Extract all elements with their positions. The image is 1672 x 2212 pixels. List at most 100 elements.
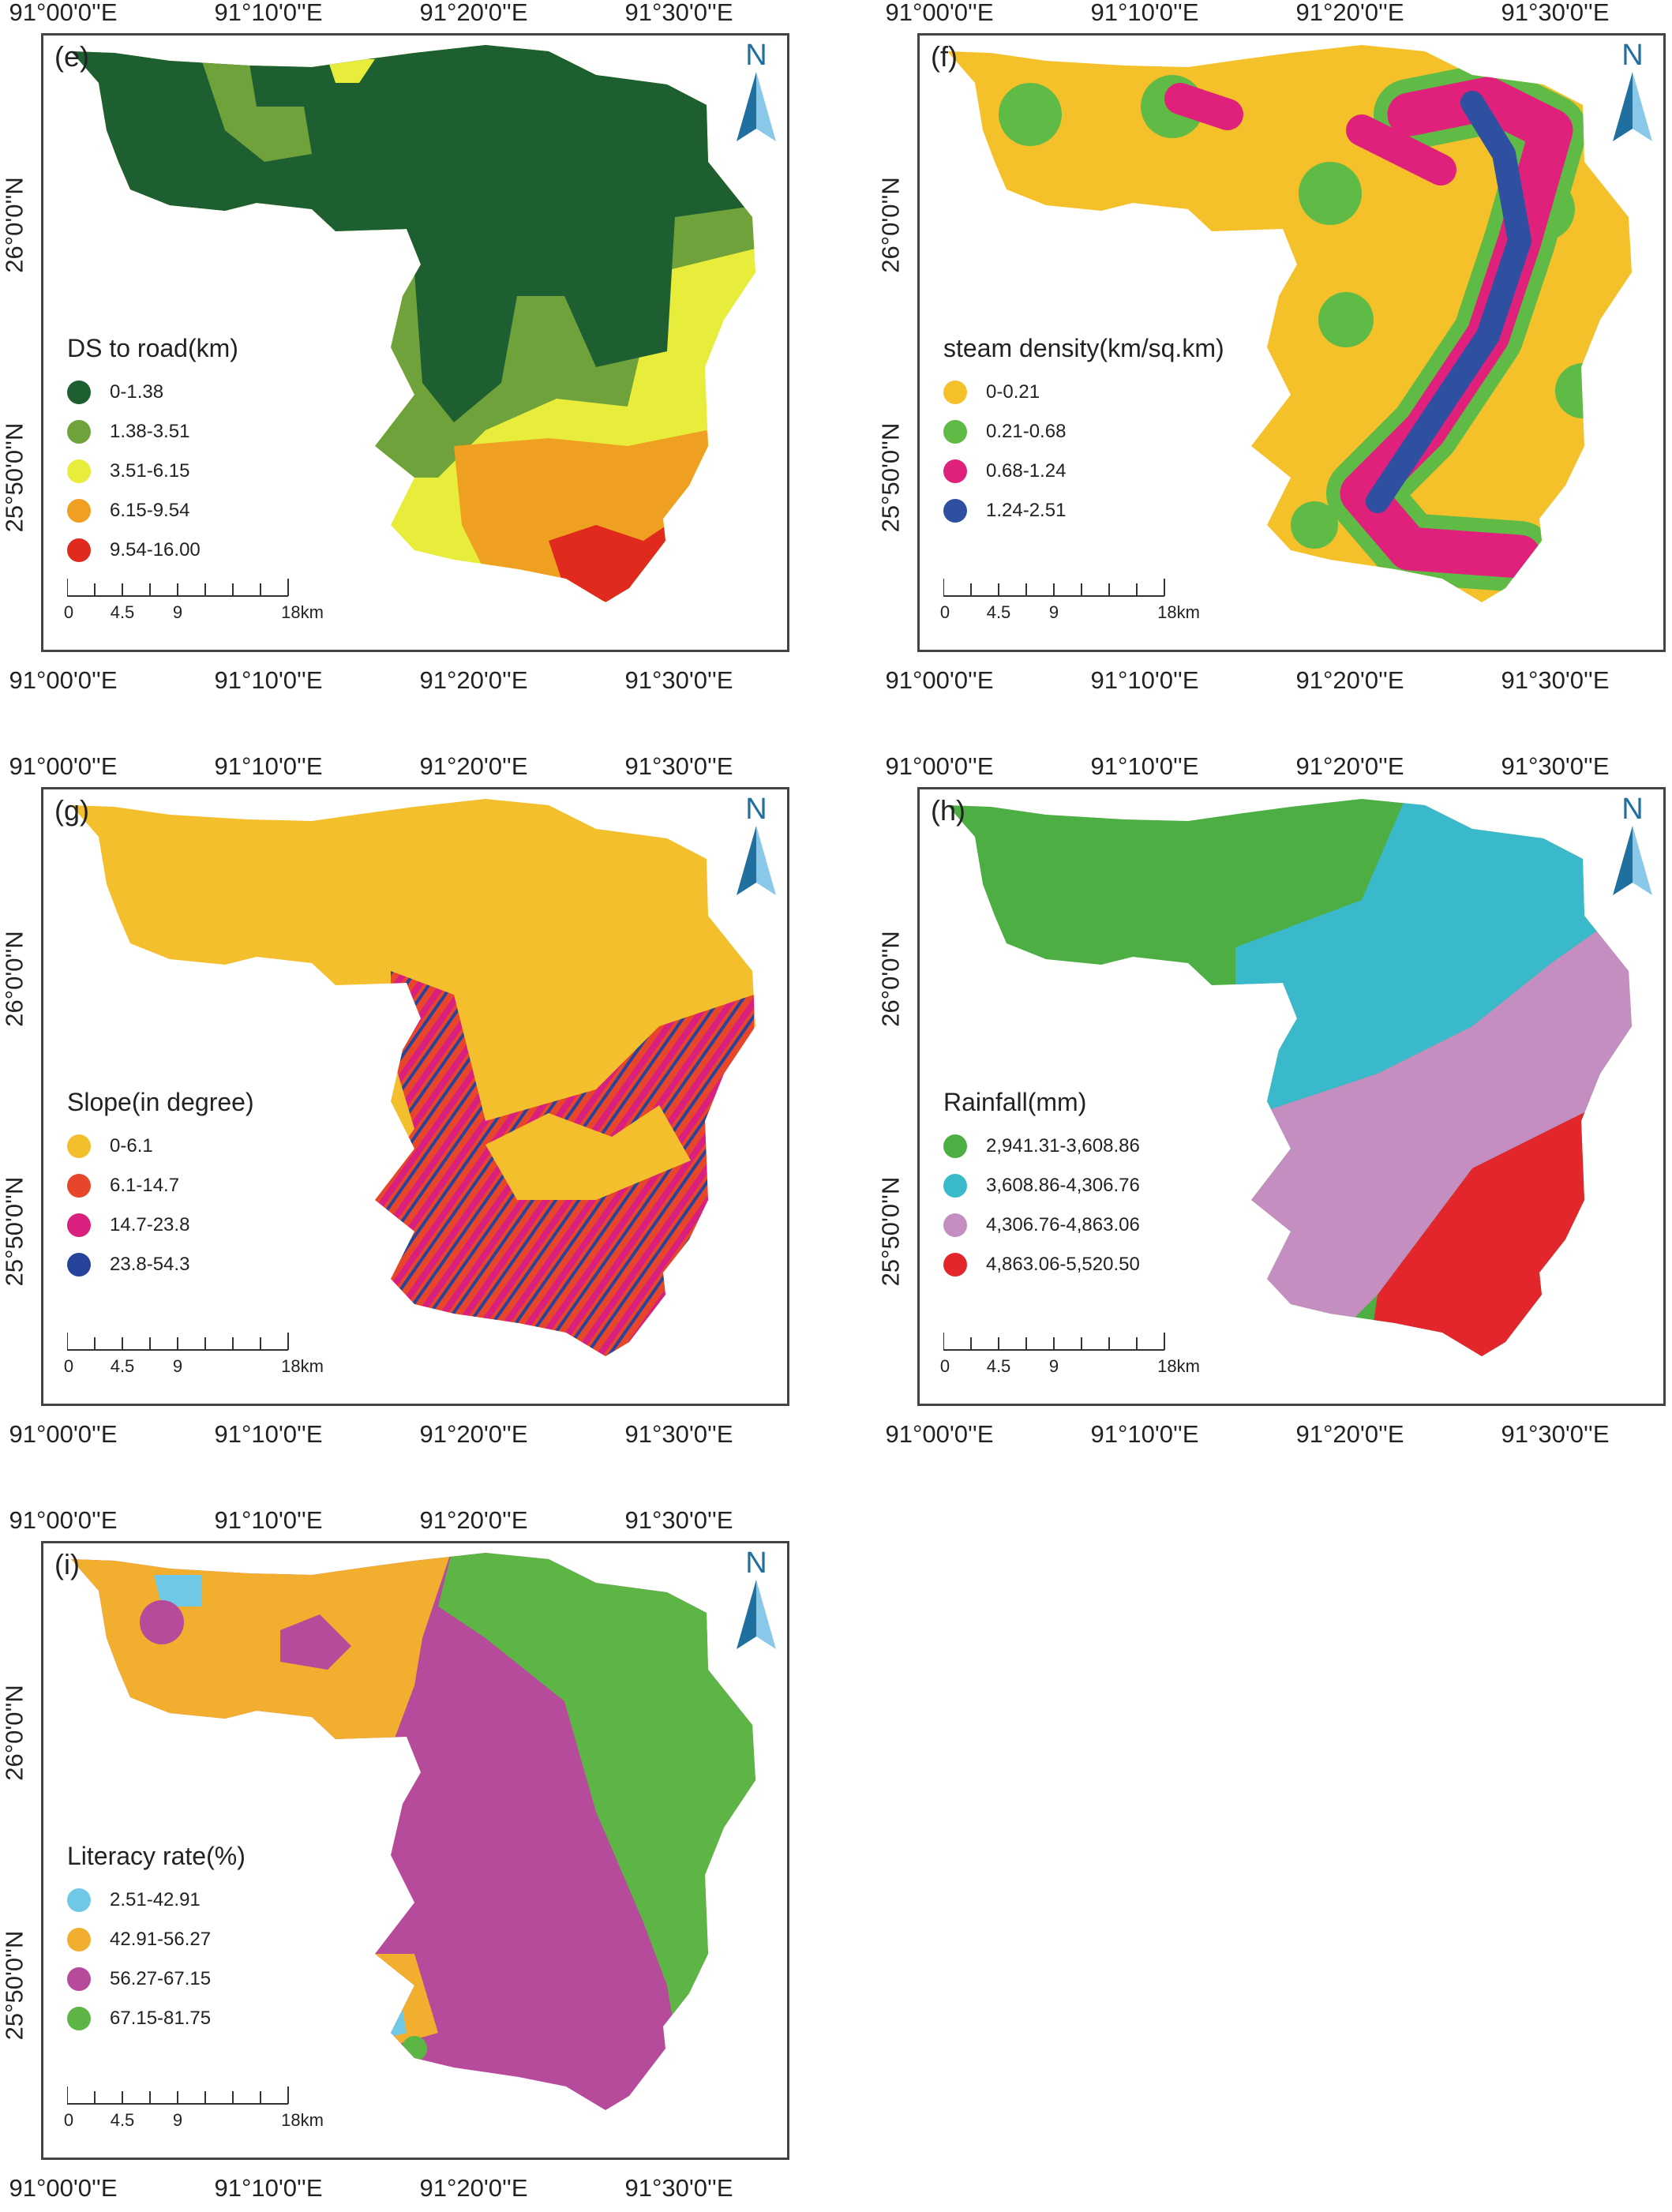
lat-label: 25°50'0''N	[876, 1176, 905, 1287]
scale-label: 18km	[281, 2110, 324, 2130]
lon-label-top: 91°20'0''E	[1295, 0, 1404, 26]
lon-label-bottom: 91°20'0''E	[419, 2174, 528, 2202]
scale-label: 4.5	[986, 602, 1011, 622]
lon-label-bottom: 91°00'0''E	[9, 1420, 118, 1448]
legend-item: 0.68-1.24	[943, 452, 1224, 491]
legend-item: 3,608.86-4,306.76	[943, 1166, 1140, 1205]
panel-label: (g)	[54, 794, 89, 827]
map-frame: (g) N Slope(in degree) 0-6.1 6.1-14.7 14…	[41, 787, 789, 1406]
lon-label-bottom: 91°10'0''E	[214, 2174, 323, 2202]
north-arrow: N	[729, 1548, 784, 1651]
scale-bar-ticks	[67, 579, 289, 597]
lon-label-top: 91°30'0''E	[1501, 0, 1610, 26]
legend-item: 56.27-67.15	[67, 1959, 246, 1999]
map-canvas	[71, 45, 755, 602]
lat-label: 25°50'0''N	[0, 1176, 28, 1287]
scale-label: 0	[63, 2110, 74, 2130]
legend-swatch	[943, 420, 967, 444]
scale-label: 18km	[1157, 1356, 1200, 1376]
legend-item: 6.15-9.54	[67, 491, 238, 531]
legend-swatch	[943, 1174, 967, 1198]
lon-label-top: 91°10'0''E	[214, 0, 323, 26]
legend-item: 42.91-56.27	[67, 1920, 246, 1959]
lon-label-bottom: 91°10'0''E	[214, 666, 323, 694]
map-frame: (e) N DS to road(km) 0-1.38 1.38-3.51 3.…	[41, 33, 789, 652]
north-arrow: N	[1605, 40, 1660, 143]
map-legend: DS to road(km) 0-1.38 1.38-3.51 3.51-6.1…	[67, 334, 238, 570]
scale-bar: 0 4.5 9 18km	[63, 572, 324, 628]
north-arrow-icon	[1613, 72, 1652, 141]
lon-label-top: 91°00'0''E	[9, 0, 118, 26]
legend-label: 42.91-56.27	[110, 1929, 212, 1950]
lon-label-bottom: 91°30'0''E	[624, 1420, 733, 1448]
map-canvas	[71, 799, 755, 1356]
scale-label: 0	[939, 1356, 950, 1376]
map-canvas	[947, 45, 1632, 602]
legend-label: 4,306.76-4,863.06	[986, 1214, 1140, 1235]
scale-label: 9	[1048, 602, 1059, 622]
lon-label-top: 91°10'0''E	[1090, 752, 1199, 780]
lat-label: 25°50'0''N	[876, 422, 905, 533]
legend-swatch	[67, 2007, 91, 2030]
legend-label: 2,941.31-3,608.86	[986, 1135, 1140, 1157]
scale-label: 9	[172, 602, 183, 622]
lon-label-top: 91°20'0''E	[419, 752, 528, 780]
scale-label: 18km	[281, 602, 324, 622]
legend-label: 23.8-54.3	[110, 1254, 190, 1275]
panel-label: (i)	[54, 1548, 80, 1580]
scale-bar: 0 4.5 9 18km	[63, 1326, 324, 1382]
scale-label: 9	[172, 1356, 183, 1376]
scale-bar: 0 4.5 9 18km	[940, 572, 1200, 628]
north-arrow-icon	[737, 72, 776, 141]
legend-item: 4,863.06-5,520.50	[943, 1245, 1140, 1284]
legend-title: Slope(in degree)	[67, 1088, 254, 1116]
legend-swatch	[67, 1928, 91, 1951]
lon-label-bottom: 91°20'0''E	[1295, 1420, 1404, 1448]
legend-item: 4,306.76-4,863.06	[943, 1205, 1140, 1245]
legend-swatch	[943, 381, 967, 404]
legend-label: 0-6.1	[110, 1135, 153, 1157]
lon-label-top: 91°20'0''E	[1295, 752, 1404, 780]
legend-label: 0-0.21	[986, 381, 1040, 403]
scale-label: 9	[1048, 1356, 1059, 1376]
panel-label: (h)	[931, 794, 965, 827]
legend-label: 1.38-3.51	[110, 421, 190, 442]
lon-label-bottom: 91°30'0''E	[1501, 1420, 1610, 1448]
legend-item: 1.38-3.51	[67, 412, 238, 452]
north-arrow-icon	[1613, 826, 1652, 895]
north-arrow: N	[1605, 794, 1660, 897]
lon-label-bottom: 91°30'0''E	[1501, 666, 1610, 694]
legend-title: Literacy rate(%)	[67, 1842, 246, 1870]
map-legend: Slope(in degree) 0-6.1 6.1-14.7 14.7-23.…	[67, 1088, 254, 1284]
north-arrow-icon	[737, 1580, 776, 1649]
legend-swatch	[67, 1174, 91, 1198]
lon-label-bottom: 91°10'0''E	[1090, 666, 1199, 694]
legend-label: 0.68-1.24	[986, 460, 1067, 482]
legend-swatch	[67, 1213, 91, 1237]
legend-title: steam density(km/sq.km)	[943, 334, 1224, 362]
north-arrow-label: N	[745, 793, 767, 826]
legend-item: 2.51-42.91	[67, 1880, 246, 1920]
panel-label: (e)	[54, 40, 89, 73]
lon-label-bottom: 91°00'0''E	[9, 2174, 118, 2202]
map-legend: Literacy rate(%) 2.51-42.91 42.91-56.27 …	[67, 1842, 246, 2038]
lon-label-top: 91°30'0''E	[624, 752, 733, 780]
legend-swatch	[943, 459, 967, 483]
legend-label: 3.51-6.15	[110, 460, 190, 482]
lon-label-top: 91°00'0''E	[9, 1506, 118, 1534]
lon-label-bottom: 91°20'0''E	[419, 1420, 528, 1448]
scale-label: 0	[63, 1356, 74, 1376]
scale-label: 0	[63, 602, 74, 622]
lon-label-top: 91°20'0''E	[419, 1506, 528, 1534]
legend-label: 67.15-81.75	[110, 2008, 212, 2029]
north-arrow-label: N	[1621, 39, 1644, 72]
lon-label-bottom: 91°20'0''E	[1295, 666, 1404, 694]
legend-swatch	[67, 1888, 91, 1912]
lon-label-top: 91°00'0''E	[885, 0, 994, 26]
legend-label: 56.27-67.15	[110, 1968, 212, 1989]
lat-label: 26°0'0''N	[876, 931, 905, 1027]
legend-item: 0.21-0.68	[943, 412, 1224, 452]
scale-bar-ticks	[943, 1333, 1165, 1351]
map-legend: Rainfall(mm) 2,941.31-3,608.86 3,608.86-…	[943, 1088, 1140, 1284]
lon-label-bottom: 91°00'0''E	[885, 666, 994, 694]
